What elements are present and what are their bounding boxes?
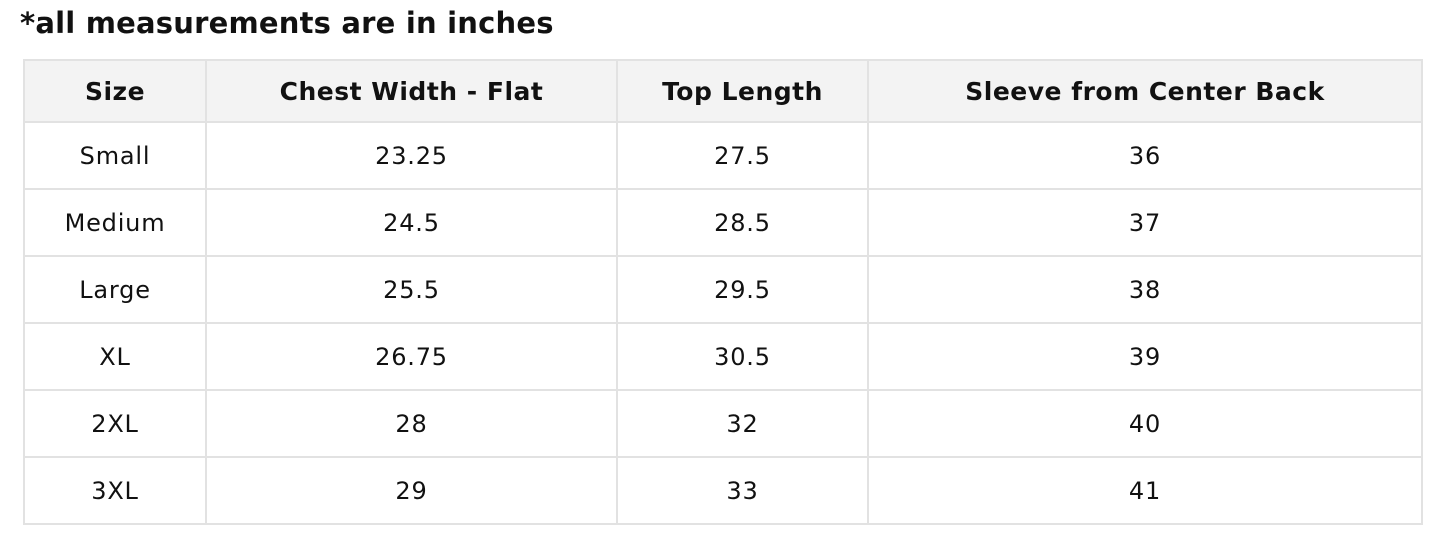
- cell-size: 2XL: [23, 389, 207, 458]
- cell-top-length: 32: [616, 389, 869, 458]
- table-row: XL 26.75 30.5 39: [23, 322, 1423, 391]
- cell-size: 3XL: [23, 456, 207, 525]
- header-top-length: Top Length: [616, 59, 869, 123]
- measurement-note: *all measurements are in inches: [20, 6, 554, 40]
- cell-sleeve: 36: [867, 121, 1423, 190]
- cell-sleeve: 41: [867, 456, 1423, 525]
- cell-size: Large: [23, 255, 207, 324]
- cell-size: XL: [23, 322, 207, 391]
- cell-top-length: 28.5: [616, 188, 869, 257]
- cell-sleeve: 40: [867, 389, 1423, 458]
- table-row: Medium 24.5 28.5 37: [23, 188, 1423, 257]
- cell-size: Medium: [23, 188, 207, 257]
- cell-chest-width: 24.5: [205, 188, 618, 257]
- table-row: 2XL 28 32 40: [23, 389, 1423, 458]
- table-row: Large 25.5 29.5 38: [23, 255, 1423, 324]
- cell-top-length: 29.5: [616, 255, 869, 324]
- cell-top-length: 33: [616, 456, 869, 525]
- cell-sleeve: 39: [867, 322, 1423, 391]
- table-row: 3XL 29 33 41: [23, 456, 1423, 525]
- cell-top-length: 27.5: [616, 121, 869, 190]
- header-chest-width: Chest Width - Flat: [205, 59, 618, 123]
- cell-chest-width: 25.5: [205, 255, 618, 324]
- header-size: Size: [23, 59, 207, 123]
- header-row: Size Chest Width - Flat Top Length Sleev…: [23, 59, 1423, 123]
- size-chart-table: Size Chest Width - Flat Top Length Sleev…: [23, 59, 1423, 525]
- cell-top-length: 30.5: [616, 322, 869, 391]
- cell-size: Small: [23, 121, 207, 190]
- cell-sleeve: 38: [867, 255, 1423, 324]
- header-sleeve: Sleeve from Center Back: [867, 59, 1423, 123]
- cell-chest-width: 28: [205, 389, 618, 458]
- cell-sleeve: 37: [867, 188, 1423, 257]
- cell-chest-width: 29: [205, 456, 618, 525]
- cell-chest-width: 23.25: [205, 121, 618, 190]
- table-row: Small 23.25 27.5 36: [23, 121, 1423, 190]
- cell-chest-width: 26.75: [205, 322, 618, 391]
